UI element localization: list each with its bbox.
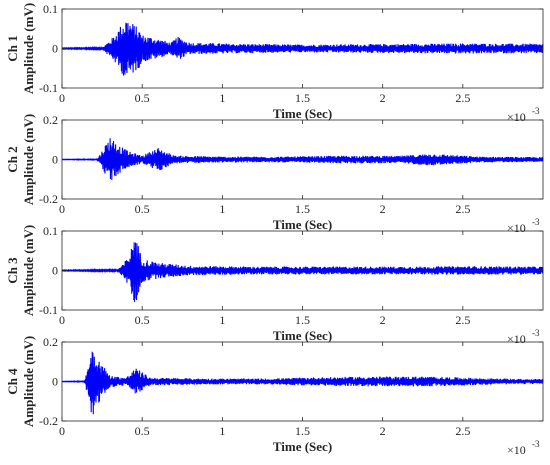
x-tick-label: 1.5	[295, 91, 310, 105]
x-tick-label: 2.5	[455, 91, 470, 105]
x-multiplier-exponent: -3	[532, 439, 540, 449]
x-tick-label: 2.5	[455, 202, 470, 216]
x-multiplier: ×10	[507, 332, 526, 346]
y-tick-label: -0.2	[39, 192, 58, 206]
x-tick-label: 0	[59, 202, 65, 216]
y-tick-label: 0.1	[43, 2, 58, 16]
x-tick-label: 1.5	[295, 313, 310, 327]
x-tick-label: 0.5	[135, 202, 150, 216]
signal-line-ch2	[61, 138, 544, 180]
x-multiplier: ×10	[507, 110, 526, 124]
x-tick-label: 2	[380, 202, 386, 216]
x-tick-label: 0.5	[135, 91, 150, 105]
x-tick-label: 2.5	[455, 424, 470, 438]
x-multiplier-exponent: -3	[532, 106, 540, 116]
x-tick-label: 0	[59, 424, 65, 438]
x-axis-label: Time (Sec)	[273, 106, 332, 121]
y-tick-label: 0.2	[43, 335, 58, 349]
x-tick-label: 2.5	[455, 313, 470, 327]
y-tick-label: -0.1	[39, 81, 58, 95]
channel-label: Ch 2	[5, 146, 20, 172]
x-tick-label: 1	[219, 313, 225, 327]
x-multiplier: ×10	[507, 221, 526, 235]
x-axis-label: Time (Sec)	[273, 328, 332, 343]
x-multiplier-exponent: -3	[532, 217, 540, 227]
x-tick-label: 0.5	[135, 313, 150, 327]
y-axis-label: Amplitude (mV)	[21, 3, 36, 94]
channel-label: Ch 4	[5, 368, 20, 395]
y-tick-label: 0	[52, 264, 58, 278]
x-tick-label: 1	[219, 424, 225, 438]
channel-label: Ch 3	[5, 257, 20, 284]
y-axis-label: Amplitude (mV)	[21, 336, 36, 427]
y-tick-label: 0	[52, 153, 58, 167]
x-tick-label: 1.5	[295, 202, 310, 216]
signal-line-ch3	[61, 242, 544, 302]
x-tick-label: 0	[59, 313, 65, 327]
y-tick-label: 0.1	[43, 224, 58, 238]
x-tick-label: 2	[380, 91, 386, 105]
channel-label: Ch 1	[5, 35, 20, 61]
x-tick-label: 0	[59, 91, 65, 105]
x-tick-label: 0.5	[135, 424, 150, 438]
x-tick-label: 2	[380, 424, 386, 438]
y-tick-label: 0	[52, 42, 58, 56]
x-tick-label: 1	[219, 91, 225, 105]
x-tick-label: 2	[380, 313, 386, 327]
x-multiplier: ×10	[507, 443, 526, 457]
signal-line-ch1	[61, 22, 544, 76]
x-tick-label: 1	[219, 202, 225, 216]
y-tick-label: 0.2	[43, 113, 58, 127]
x-axis-label: Time (Sec)	[273, 439, 332, 454]
y-axis-label: Amplitude (mV)	[21, 114, 36, 205]
x-tick-label: 1.5	[295, 424, 310, 438]
x-multiplier-exponent: -3	[532, 328, 540, 338]
y-tick-label: 0	[52, 375, 58, 389]
y-tick-label: -0.2	[39, 414, 58, 428]
y-tick-label: -0.1	[39, 303, 58, 317]
y-axis-label: Amplitude (mV)	[21, 225, 36, 316]
x-axis-label: Time (Sec)	[273, 217, 332, 232]
signal-line-ch4	[61, 351, 544, 415]
